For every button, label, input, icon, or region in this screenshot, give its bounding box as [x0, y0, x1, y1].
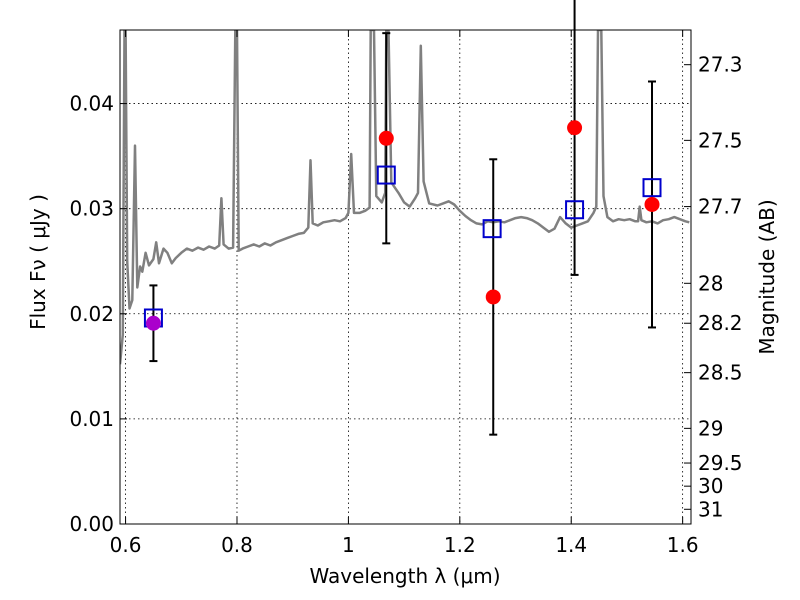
model-photometry-square	[482, 219, 502, 239]
mag-tick-label: 30	[698, 474, 723, 498]
model-spectrum-line	[120, 30, 690, 365]
mag-tick-label: 31	[698, 497, 723, 521]
y-tick-label: 0.00	[69, 512, 114, 536]
y-tick-label: 0.01	[69, 407, 114, 431]
observed-photometry-point	[485, 289, 501, 305]
model-photometry-squares	[143, 165, 662, 328]
model-photometry-square	[642, 178, 662, 198]
x-tick-label: 0.6	[110, 533, 142, 557]
grid-lines	[120, 30, 691, 525]
spectrum-layer	[120, 30, 690, 365]
x-tick-label: 0.8	[221, 533, 253, 557]
observed-photometry-point	[644, 196, 660, 212]
mag-tick-label: 28	[698, 271, 723, 295]
y-axis-title: Flux Fν ( μJy )	[26, 194, 50, 330]
observed-photometry-circles	[145, 120, 660, 331]
mag-tick-label: 29	[698, 416, 723, 440]
observed-photometry-point	[567, 120, 583, 136]
mag-tick-label: 28.2	[698, 311, 743, 335]
mag-tick-label: 27.5	[698, 128, 743, 152]
plot-frame	[119, 29, 692, 525]
mag-tick-label: 29.5	[698, 451, 743, 475]
model-photometry-square	[376, 165, 396, 185]
mag-tick-label: 28.5	[698, 361, 743, 385]
model-photometry-square	[565, 200, 585, 220]
x-axis-title: Wavelength λ (μm)	[309, 564, 500, 588]
right-axis-title: Magnitude (AB)	[755, 199, 779, 354]
mag-tick-label: 27.3	[698, 53, 743, 77]
observed-photometry-point	[145, 315, 161, 331]
x-tick-label: 1.6	[667, 533, 699, 557]
y-tick-label: 0.03	[69, 197, 114, 221]
x-tick-label: 1.4	[555, 533, 587, 557]
axis-ticks: 0.6 0.8 1 1.2 1.4 1.6 0.00 0.01 0.02 0.03 0.04 27.3…	[69, 30, 743, 557]
y-tick-label: 0.04	[69, 92, 114, 116]
mag-tick-label: 27.7	[698, 195, 743, 219]
y-tick-label: 0.02	[69, 302, 114, 326]
x-tick-label: 1.2	[444, 533, 476, 557]
x-tick-label: 1	[342, 533, 355, 557]
observed-photometry-point	[378, 130, 394, 146]
